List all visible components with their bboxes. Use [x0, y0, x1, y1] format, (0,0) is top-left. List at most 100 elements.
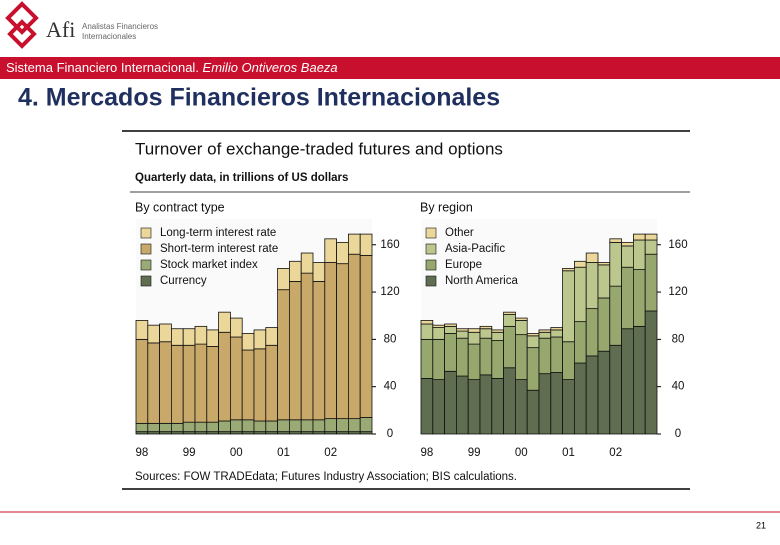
bar-segment	[444, 370, 457, 435]
bar-segment	[253, 420, 267, 433]
bar-segment	[277, 289, 290, 421]
bar-segment	[467, 328, 481, 333]
bar-segment	[336, 241, 349, 265]
bar-segment	[420, 323, 434, 340]
bar-segment	[550, 372, 563, 435]
x-tick-label: 98	[421, 447, 434, 459]
bar-segment	[218, 420, 231, 433]
bar-segment	[300, 419, 314, 433]
bar-segment	[194, 343, 208, 423]
bar-segment	[347, 253, 361, 420]
bar-segment	[538, 331, 552, 339]
bar-segment	[135, 422, 149, 433]
y-tick-label: 40	[672, 381, 685, 393]
bar-segment	[503, 325, 516, 369]
bar-segment	[455, 330, 469, 339]
bar-segment	[265, 420, 278, 433]
page-number: 21	[756, 520, 766, 530]
bar-segment	[479, 337, 493, 376]
bar-segment	[135, 338, 149, 424]
bar-segment	[241, 419, 255, 433]
bar-segment	[562, 341, 575, 380]
legend-swatch	[140, 227, 152, 239]
panel-title: By contract type	[135, 200, 225, 214]
bar-segment	[538, 373, 552, 435]
legend-label: Asia-Pacific	[445, 243, 505, 255]
bar-segment	[159, 422, 172, 433]
bar-segment	[359, 254, 373, 418]
x-tick-label: 00	[230, 447, 243, 459]
figure-title: Turnover of exchange-traded futures and …	[135, 139, 503, 158]
bar-segment	[621, 241, 634, 247]
y-tick-label: 120	[668, 286, 687, 298]
legend-label: Currency	[160, 275, 207, 287]
y-tick-label: 40	[384, 381, 397, 393]
bar-segment	[312, 281, 326, 421]
bar-segment	[526, 335, 540, 349]
bar-segment	[526, 347, 540, 391]
bar-segment	[479, 328, 493, 339]
bar-segment	[347, 233, 361, 255]
bar-segment	[277, 267, 290, 291]
bar-segment	[455, 328, 469, 332]
bar-segment	[585, 308, 599, 357]
legend-swatch	[425, 275, 437, 287]
bar-segment	[229, 336, 243, 421]
legend-swatch	[425, 259, 437, 271]
bar-segment	[597, 297, 611, 352]
bar-segment	[159, 341, 172, 424]
x-tick-label: 02	[324, 447, 337, 459]
bar-segment	[597, 262, 611, 266]
bar-segment	[432, 327, 445, 340]
bar-segment	[538, 329, 552, 333]
bar-segment	[491, 378, 504, 435]
logo-sub: Internacionales	[82, 32, 136, 41]
bar-segment	[218, 331, 231, 422]
banner-text: Sistema Financiero Internacional. Emilio…	[6, 60, 338, 75]
bar-segment	[644, 239, 658, 255]
figure-subtitle: Quarterly data, in trillions of US dolla…	[135, 172, 348, 184]
bar-segment	[479, 325, 493, 330]
bar-segment	[324, 238, 337, 263]
bar-segment	[609, 285, 622, 346]
legend-label: Short-term interest rate	[160, 243, 278, 255]
bar-segment	[432, 379, 445, 435]
bar-segment	[218, 311, 231, 333]
bar-segment	[515, 334, 528, 380]
bar-segment	[467, 331, 481, 345]
bar-segment	[644, 253, 658, 312]
legend-swatch	[425, 227, 437, 239]
bar-segment	[633, 269, 646, 327]
bar-segment	[420, 320, 434, 325]
bar-segment	[347, 418, 361, 433]
bar-segment	[515, 317, 528, 321]
bar-segment	[503, 367, 516, 435]
bar-segment	[444, 325, 457, 334]
bar-segment	[432, 338, 445, 380]
bar-segment	[206, 421, 220, 433]
legend-swatch	[425, 243, 437, 255]
bar-segment	[491, 331, 504, 341]
bar-segment	[562, 270, 575, 343]
bar-segment	[182, 421, 196, 433]
bar-segment	[159, 323, 172, 343]
bar-segment	[312, 419, 326, 433]
bar-segment	[265, 327, 278, 346]
legend-label: Long-term interest rate	[160, 227, 276, 239]
bar-segment	[467, 343, 481, 380]
logo-icon	[5, 1, 39, 49]
bar-segment	[609, 344, 622, 435]
bar-segment	[609, 238, 622, 243]
bar-segment	[515, 320, 528, 336]
bar-segment	[229, 317, 243, 338]
bar-segment	[359, 233, 373, 256]
bar-segment	[300, 252, 314, 274]
bar-segment	[288, 281, 302, 421]
bar-segment	[444, 323, 457, 327]
bar-segment	[206, 346, 220, 423]
y-tick-label: 160	[668, 239, 687, 251]
bar-segment	[241, 333, 255, 351]
x-tick-label: 98	[136, 447, 149, 459]
legend-label: Stock market index	[160, 259, 258, 271]
bar-segment	[336, 418, 349, 433]
